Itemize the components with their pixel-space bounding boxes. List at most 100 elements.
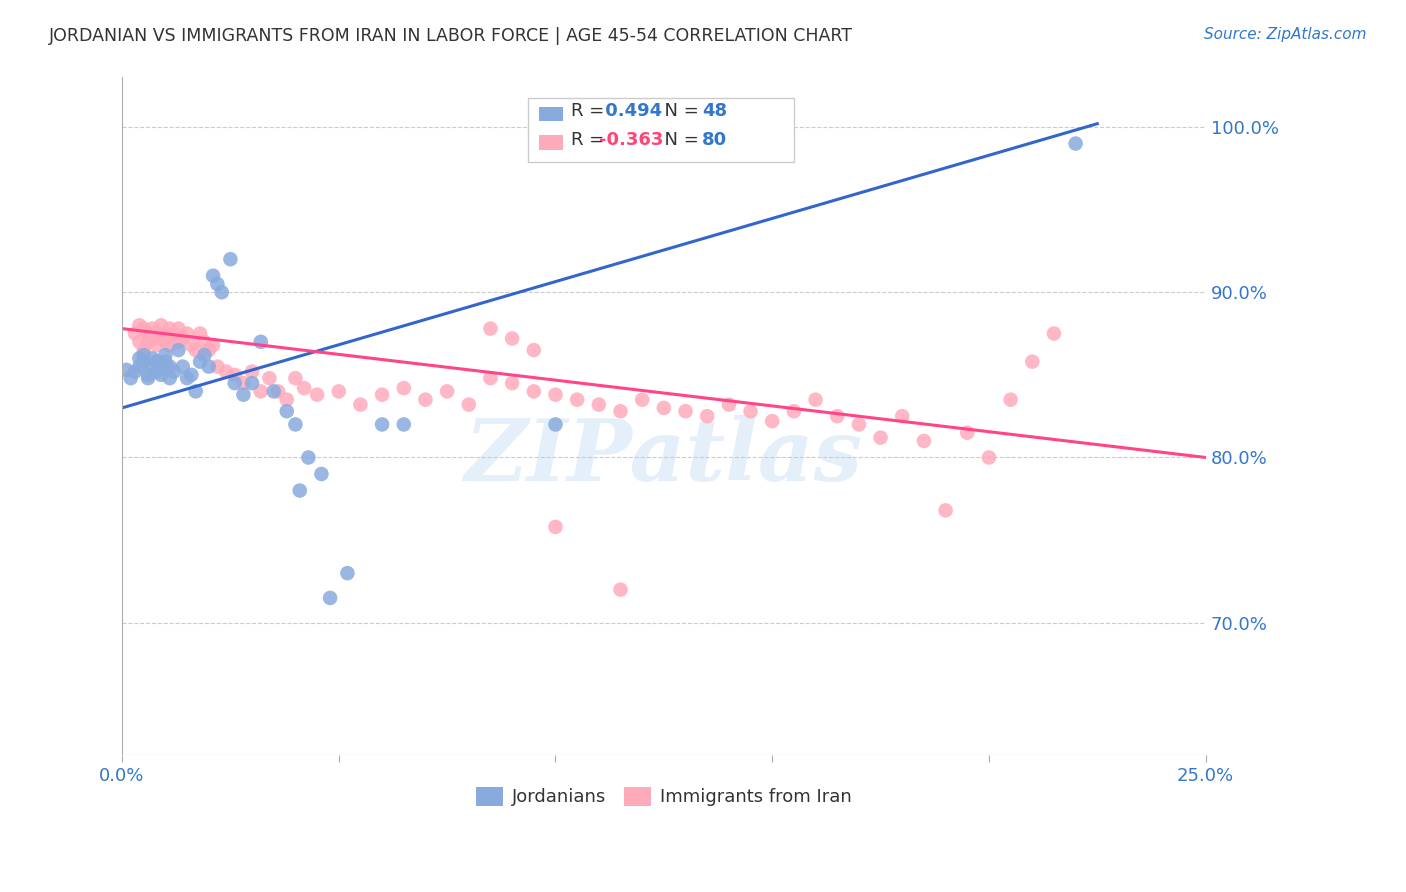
Point xyxy=(717,398,740,412)
Point xyxy=(124,326,146,341)
Point xyxy=(956,425,979,440)
Point xyxy=(159,338,181,352)
Point xyxy=(319,591,342,605)
Point xyxy=(869,431,891,445)
Point xyxy=(211,285,233,300)
Point xyxy=(912,434,935,448)
Point xyxy=(132,348,155,362)
Point xyxy=(202,268,225,283)
Point xyxy=(188,326,211,341)
Point xyxy=(804,392,827,407)
Point xyxy=(128,351,150,366)
Point xyxy=(328,384,350,399)
Point xyxy=(336,566,359,581)
Point xyxy=(761,414,783,428)
Point xyxy=(141,359,163,374)
Point xyxy=(188,354,211,368)
Text: Source: ZipAtlas.com: Source: ZipAtlas.com xyxy=(1204,27,1367,42)
Point xyxy=(120,371,142,385)
Point xyxy=(145,354,167,368)
Point xyxy=(180,338,202,352)
Point xyxy=(935,503,957,517)
Text: R =: R = xyxy=(571,103,610,120)
Point xyxy=(132,343,155,357)
Point xyxy=(652,401,675,415)
Point xyxy=(145,338,167,352)
Point xyxy=(1000,392,1022,407)
Point xyxy=(891,409,914,424)
Point xyxy=(276,392,298,407)
Point xyxy=(136,371,159,385)
Point xyxy=(124,365,146,379)
Point xyxy=(609,404,631,418)
Point xyxy=(155,334,177,349)
Point xyxy=(193,334,215,349)
Point xyxy=(224,368,246,382)
Point xyxy=(150,318,173,333)
Point xyxy=(172,359,194,374)
Point xyxy=(1043,326,1066,341)
Point xyxy=(136,368,159,382)
Text: -0.363: -0.363 xyxy=(599,131,664,150)
Point xyxy=(167,343,190,357)
Text: N =: N = xyxy=(652,131,704,150)
Point xyxy=(307,387,329,401)
Point xyxy=(219,252,242,267)
Point xyxy=(240,376,263,391)
Point xyxy=(1064,136,1087,151)
Point xyxy=(544,387,567,401)
Point xyxy=(115,363,138,377)
Point xyxy=(150,331,173,345)
Point xyxy=(141,351,163,366)
Text: 48: 48 xyxy=(702,103,727,120)
Point xyxy=(609,582,631,597)
Point xyxy=(136,326,159,341)
Point xyxy=(215,365,238,379)
Point xyxy=(184,384,207,399)
Point xyxy=(128,318,150,333)
Text: 80: 80 xyxy=(702,131,727,150)
Point xyxy=(240,365,263,379)
Point xyxy=(392,417,415,432)
Point xyxy=(232,376,254,391)
Point xyxy=(136,334,159,349)
Point xyxy=(163,331,186,345)
Point xyxy=(180,368,202,382)
Point xyxy=(479,371,502,385)
Point xyxy=(297,450,319,465)
Point xyxy=(132,321,155,335)
Point xyxy=(415,392,437,407)
Point xyxy=(163,326,186,341)
Point xyxy=(172,331,194,345)
Point xyxy=(696,409,718,424)
Text: ZIPatlas: ZIPatlas xyxy=(465,415,863,499)
Point xyxy=(184,343,207,357)
Point xyxy=(479,321,502,335)
Point xyxy=(783,404,806,418)
Point xyxy=(155,348,177,362)
Point xyxy=(523,343,546,357)
Point xyxy=(349,398,371,412)
Point xyxy=(501,376,523,391)
Point xyxy=(150,359,173,374)
Point xyxy=(207,277,229,291)
Point xyxy=(155,326,177,341)
Point xyxy=(544,417,567,432)
Point xyxy=(176,326,198,341)
Point xyxy=(848,417,870,432)
Point xyxy=(132,354,155,368)
Point xyxy=(150,368,173,382)
Point xyxy=(288,483,311,498)
Point xyxy=(311,467,333,481)
Text: R =: R = xyxy=(571,131,610,150)
Point xyxy=(159,359,181,374)
Point xyxy=(675,404,697,418)
Text: JORDANIAN VS IMMIGRANTS FROM IRAN IN LABOR FORCE | AGE 45-54 CORRELATION CHART: JORDANIAN VS IMMIGRANTS FROM IRAN IN LAB… xyxy=(49,27,853,45)
Legend: Jordanians, Immigrants from Iran: Jordanians, Immigrants from Iran xyxy=(468,780,859,814)
Point xyxy=(128,334,150,349)
Point xyxy=(145,365,167,379)
Point xyxy=(145,326,167,341)
Point xyxy=(371,417,394,432)
Point xyxy=(825,409,848,424)
Point xyxy=(197,343,219,357)
